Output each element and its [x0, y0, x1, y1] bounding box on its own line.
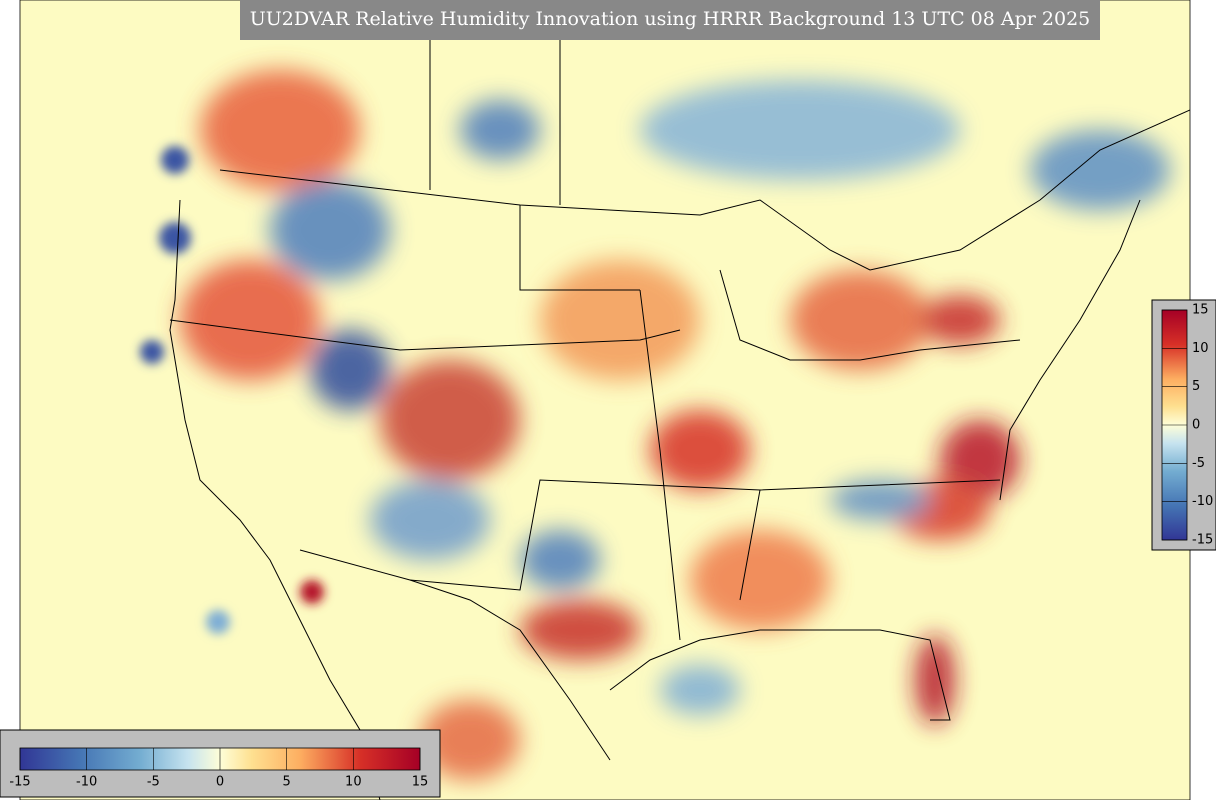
- title-box: [240, 0, 1100, 40]
- colorbar-horizontal: -15 -10 -5 0 5 10 15: [0, 729, 441, 798]
- tick-label: -15: [9, 775, 30, 790]
- tick-label: -5: [1192, 456, 1205, 471]
- tick-label: 0: [216, 775, 224, 790]
- map-title: UU2DVAR Relative Humidity Innovation usi…: [250, 8, 1091, 30]
- colorbar-vertical: -15 -10 -5 0 5 10 15: [1151, 299, 1216, 551]
- map-field: [20, 0, 1190, 800]
- tick-label: 5: [283, 775, 291, 790]
- tick-label: 10: [1192, 341, 1209, 356]
- tick-label: 5: [1192, 379, 1200, 394]
- tick-label: 0: [1192, 418, 1200, 433]
- tick-label: 10: [345, 775, 362, 790]
- tick-label: -5: [147, 775, 160, 790]
- tick-label: 15: [412, 775, 429, 790]
- tick-label: -10: [76, 775, 97, 790]
- tick-label: 15: [1192, 303, 1209, 318]
- tick-label: -10: [1192, 494, 1213, 509]
- boundaries: [169, 0, 1190, 800]
- tick-label: -15: [1192, 533, 1213, 548]
